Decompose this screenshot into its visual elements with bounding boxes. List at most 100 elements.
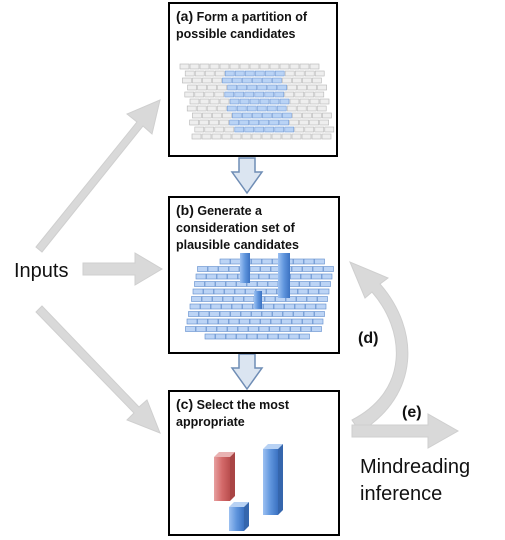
candidate-block-blue	[264, 91, 275, 98]
consideration-block	[251, 311, 262, 317]
consideration-block	[261, 311, 273, 317]
bar-blue-tall-side	[278, 444, 283, 515]
consideration-block	[272, 311, 283, 317]
candidate-block-gray	[289, 98, 300, 105]
consideration-block	[302, 266, 313, 272]
candidate-block-gray	[199, 98, 210, 105]
candidate-block-blue	[264, 126, 275, 133]
candidate-block-gray	[189, 63, 200, 70]
candidate-block-gray	[219, 119, 229, 126]
box-b-blocks-illustration	[185, 253, 334, 340]
candidate-block-gray	[299, 98, 310, 105]
consideration-block	[285, 296, 297, 302]
consideration-block	[236, 333, 247, 340]
candidate-block-gray	[316, 105, 327, 112]
consideration-block	[261, 258, 273, 265]
consideration-block	[210, 303, 222, 310]
consideration-block	[263, 303, 274, 310]
candidate-block-gray	[309, 98, 320, 105]
consideration-block	[230, 258, 241, 265]
candidate-block-blue	[226, 105, 237, 112]
candidate-block-blue	[256, 105, 267, 112]
consideration-block	[240, 311, 252, 317]
candidate-block-gray	[199, 119, 209, 126]
consideration-block	[218, 318, 229, 325]
candidate-block-gray	[304, 126, 315, 133]
box-b-text-line3: plausible candidates	[176, 238, 299, 252]
candidate-block-gray	[284, 70, 295, 77]
candidate-tower	[254, 291, 262, 309]
candidate-block-blue	[242, 77, 252, 84]
consideration-block	[312, 318, 324, 325]
candidate-block-blue	[236, 105, 247, 112]
consideration-block	[288, 281, 300, 287]
candidate-block-gray	[197, 84, 207, 91]
candidate-block-blue	[269, 98, 280, 105]
consideration-block	[212, 296, 223, 302]
consideration-block	[215, 281, 226, 287]
consideration-block	[308, 288, 319, 295]
candidate-block-gray	[189, 119, 199, 126]
candidate-block-gray	[261, 133, 272, 140]
candidate-block-gray	[191, 133, 202, 140]
arrow-e-label: (e)	[402, 404, 422, 421]
candidate-block-blue	[279, 119, 289, 126]
candidate-block-gray	[314, 70, 325, 77]
consideration-block	[294, 303, 306, 310]
candidate-block-blue	[254, 126, 265, 133]
candidate-block-gray	[324, 126, 335, 133]
candidate-block-gray	[292, 112, 302, 119]
candidate-block-blue	[264, 70, 275, 77]
candidate-block-gray	[319, 98, 330, 105]
consideration-block	[243, 296, 255, 302]
candidate-block-gray	[194, 126, 205, 133]
consideration-block	[291, 266, 303, 272]
candidate-block-gray	[201, 133, 212, 140]
consideration-block	[257, 281, 268, 287]
consideration-block	[195, 273, 207, 280]
candidate-block-gray	[221, 133, 232, 140]
candidate-block-gray	[207, 84, 217, 91]
box-c-text-line1: Select the most	[196, 398, 289, 412]
candidate-block-gray	[251, 133, 262, 140]
consideration-block	[246, 281, 258, 287]
candidate-block-gray	[219, 63, 230, 70]
candidate-block-gray	[202, 77, 212, 84]
arrow-d-label: (d)	[358, 330, 379, 347]
consideration-block	[282, 311, 294, 317]
box-c-label: (c)	[176, 396, 194, 412]
candidate-block-blue	[232, 77, 242, 84]
candidate-block-gray	[294, 126, 305, 133]
consideration-block	[248, 326, 259, 332]
box-a-partition: (a) Form a partition of possible candida…	[168, 2, 338, 157]
consideration-block	[251, 258, 262, 265]
candidate-block-gray	[219, 98, 230, 105]
candidate-block-blue	[237, 84, 247, 91]
candidate-block-blue	[274, 126, 285, 133]
candidate-block-blue	[284, 126, 295, 133]
consideration-block	[273, 303, 285, 310]
candidate-block-gray	[229, 63, 240, 70]
consideration-block	[297, 288, 309, 295]
consideration-block	[260, 318, 271, 325]
consideration-block	[197, 266, 208, 272]
consideration-block	[192, 288, 204, 295]
consideration-block	[228, 318, 240, 325]
consideration-block	[281, 318, 292, 325]
consideration-block	[197, 318, 208, 325]
candidate-block-gray	[314, 126, 325, 133]
consideration-block	[201, 296, 213, 302]
consideration-block	[314, 258, 325, 265]
candidate-block-blue	[269, 119, 279, 126]
candidate-block-gray	[279, 63, 290, 70]
candidate-block-gray	[204, 126, 215, 133]
consideration-block	[185, 326, 196, 332]
candidate-block-gray	[299, 63, 310, 70]
output-line1: Mindreading	[360, 456, 471, 478]
candidate-block-gray	[214, 126, 225, 133]
consideration-block	[215, 333, 226, 340]
candidate-block-gray	[209, 119, 219, 126]
candidate-block-gray	[212, 77, 222, 84]
candidate-block-blue	[272, 77, 282, 84]
candidate-block-gray	[199, 63, 210, 70]
